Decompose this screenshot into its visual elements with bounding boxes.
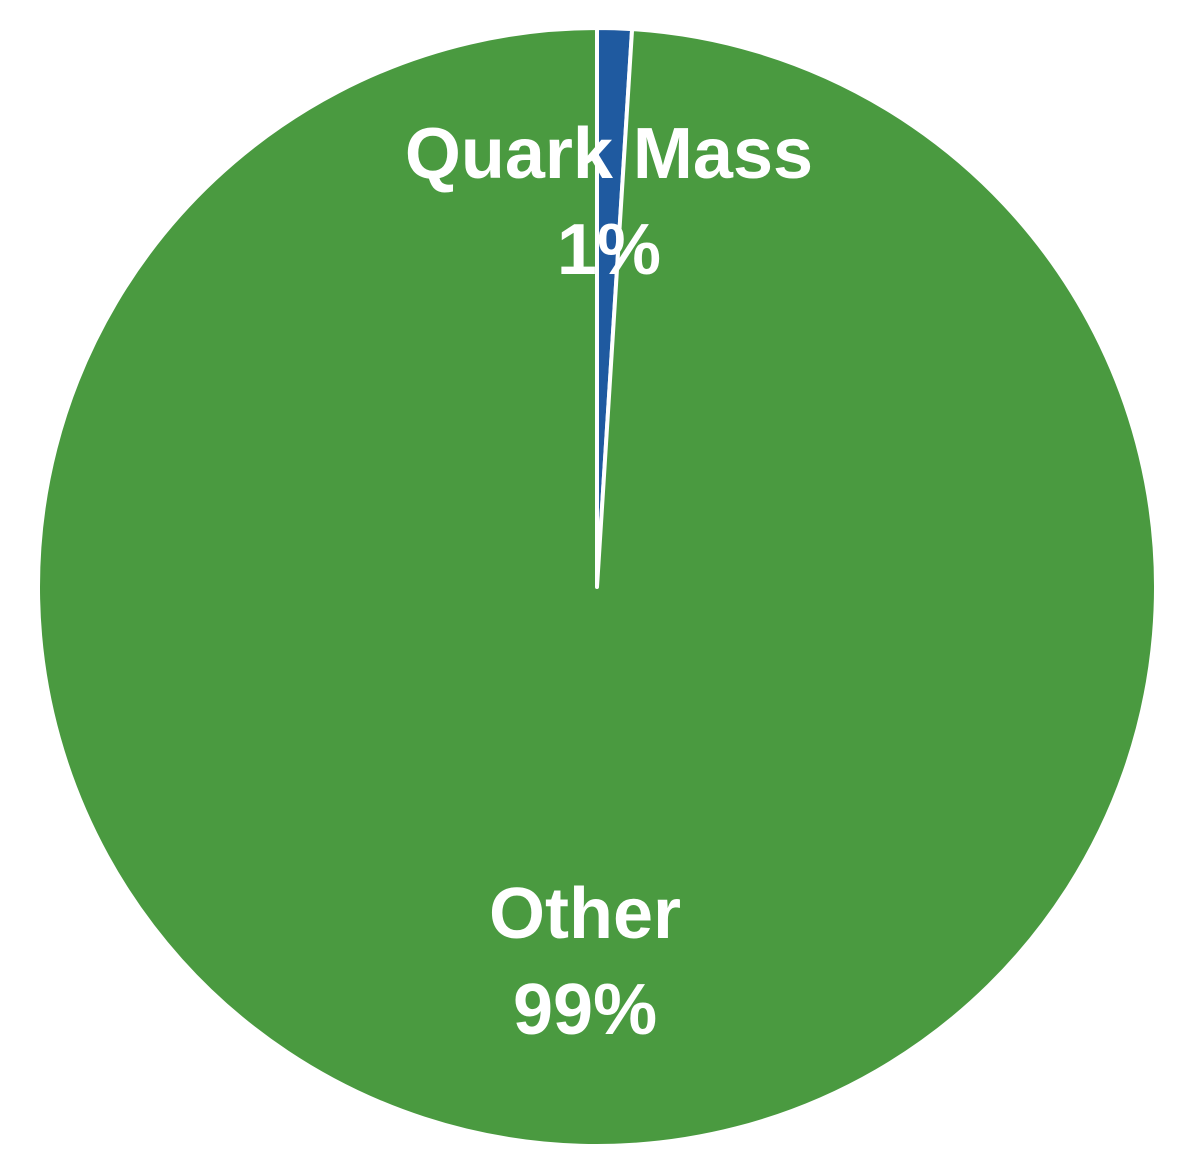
slice-label: Other <box>489 874 681 954</box>
pie-slice <box>36 26 1158 1148</box>
slice-value-label: 1% <box>557 210 661 290</box>
slice-value-label: 99% <box>513 970 657 1050</box>
slice-label: Quark Mass <box>405 114 813 194</box>
